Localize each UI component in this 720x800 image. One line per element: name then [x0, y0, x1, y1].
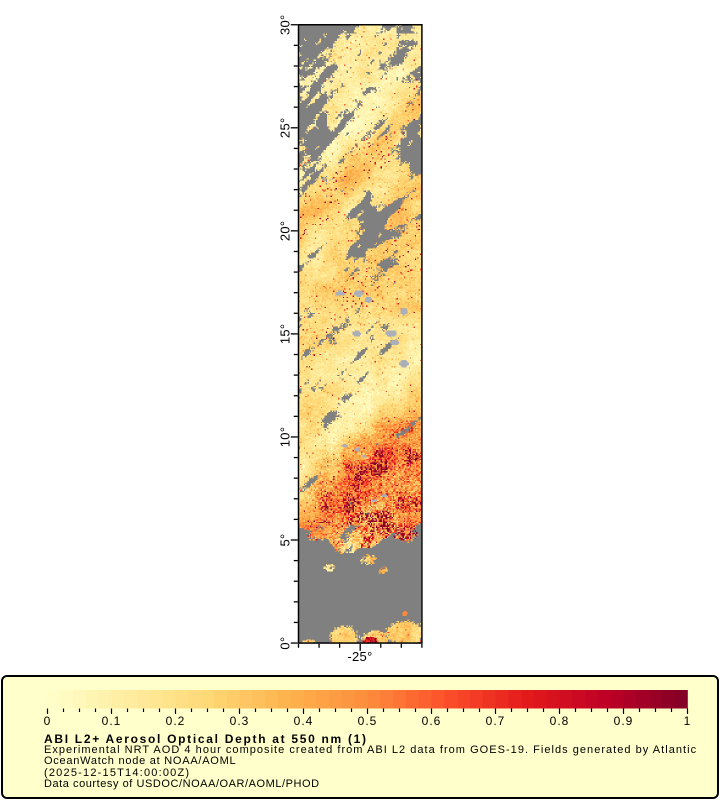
svg-text:10°: 10° [278, 427, 293, 448]
svg-text:5°: 5° [278, 533, 293, 546]
svg-text:-25°: -25° [347, 649, 372, 664]
svg-text:1: 1 [684, 714, 692, 728]
svg-text:0°: 0° [278, 637, 293, 650]
svg-text:0.9: 0.9 [614, 714, 634, 728]
svg-text:0.6: 0.6 [422, 714, 442, 728]
svg-text:0.2: 0.2 [166, 714, 186, 728]
svg-text:0.1: 0.1 [102, 714, 122, 728]
svg-text:25°: 25° [278, 118, 293, 139]
svg-text:15°: 15° [278, 324, 293, 345]
svg-text:0.7: 0.7 [486, 714, 506, 728]
svg-text:0: 0 [44, 714, 52, 728]
svg-text:0.4: 0.4 [294, 714, 314, 728]
svg-text:20°: 20° [278, 221, 293, 242]
svg-text:0.5: 0.5 [358, 714, 378, 728]
svg-text:0.8: 0.8 [550, 714, 570, 728]
svg-text:30°: 30° [278, 14, 293, 35]
svg-text:0.3: 0.3 [230, 714, 250, 728]
